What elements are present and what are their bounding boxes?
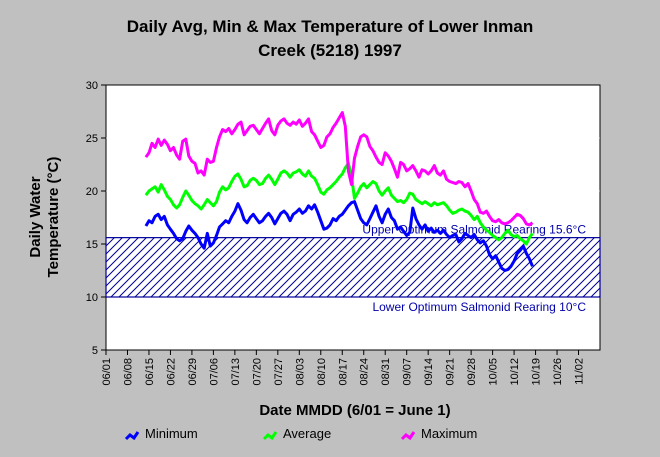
x-tick-label: 06/22	[165, 358, 177, 386]
series-line-minimum	[144, 200, 534, 272]
y-tick-label: 20	[86, 186, 98, 198]
series-line-average	[144, 161, 534, 246]
x-tick-label: 08/03	[294, 358, 306, 386]
y-axis-title-line-1: Daily Water	[27, 176, 44, 257]
y-tick-label: 10	[86, 292, 98, 304]
legend-swatch-minimum	[124, 431, 140, 441]
x-tick-label: 11/02	[574, 358, 586, 385]
x-tick-label: 07/06	[208, 358, 220, 386]
series-lines	[144, 111, 534, 272]
x-tick-label: 10/05	[488, 358, 500, 386]
x-tick-label: 06/29	[187, 358, 199, 386]
y-tick-label: 15	[86, 239, 98, 251]
x-tick-label: 08/10	[316, 358, 328, 386]
x-tick-label: 07/13	[230, 358, 242, 386]
x-tick-label: 06/15	[144, 358, 156, 386]
x-tick-label: 10/19	[531, 358, 543, 386]
legend-label-average: Average	[283, 426, 331, 441]
optimum-hatched-band	[105, 237, 601, 298]
x-tick-label: 07/20	[251, 358, 263, 386]
series-line-maximum	[144, 111, 534, 227]
y-tick-label: 30	[86, 80, 98, 92]
y-axis-title-line-2: Temperature (°C)	[45, 157, 62, 278]
x-axis-title: Date MMDD (6/01 = June 1)	[259, 402, 450, 419]
chart-title-line-1: Daily Avg, Min & Max Temperature of Lowe…	[127, 17, 534, 36]
y-tick-label: 25	[86, 133, 98, 145]
x-tick-label: 07/27	[273, 358, 285, 386]
x-tick-label: 08/24	[359, 358, 371, 386]
legend-label-maximum: Maximum	[421, 426, 477, 441]
lower-optimum-label: Lower Optimum Salmonid Rearing 10°C	[372, 300, 586, 314]
x-tick-label: 08/17	[337, 358, 349, 386]
x-tick-label: 06/08	[122, 358, 134, 386]
x-tick-label: 10/26	[552, 358, 564, 386]
legend-label-minimum: Minimum	[145, 426, 198, 441]
optimum-band: Upper Optimum Salmonid Rearing 15.6°CLow…	[105, 223, 601, 314]
legend: Minimum Average Maximum	[124, 426, 477, 441]
plot-area	[105, 84, 601, 351]
x-tick-label: 06/01	[101, 358, 113, 386]
x-tick-label: 08/31	[380, 358, 392, 386]
x-axis-ticks: 06/01 06/08 06/15 06/22 06/29 07/06 07/13 07/20…	[101, 350, 586, 386]
y-tick-label: 5	[92, 345, 98, 357]
x-tick-label: 09/14	[423, 358, 435, 386]
x-tick-label: 09/07	[402, 358, 414, 386]
legend-swatch-average	[262, 431, 278, 441]
x-tick-label: 09/28	[466, 358, 478, 386]
x-tick-label: 09/21	[445, 358, 457, 386]
y-axis-ticks: 5 10 15 20 25 30	[86, 80, 106, 357]
legend-swatch-maximum	[400, 431, 416, 441]
chart-title-line-2: Creek (5218) 1997	[258, 41, 402, 60]
x-tick-label: 10/12	[509, 358, 521, 386]
